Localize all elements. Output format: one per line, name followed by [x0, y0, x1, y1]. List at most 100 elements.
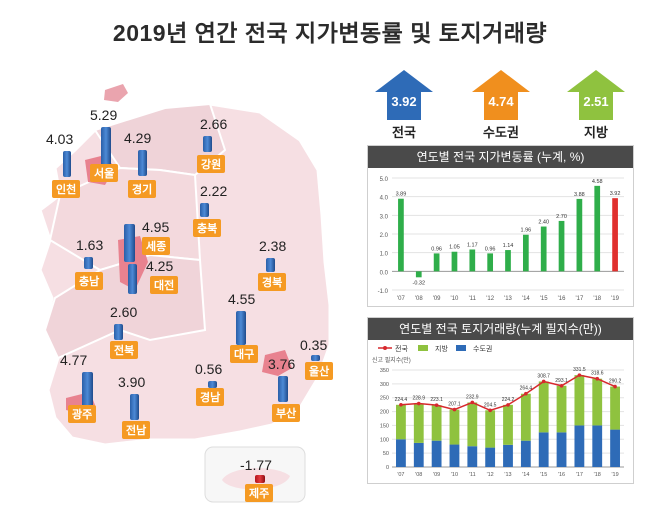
bar: [505, 250, 511, 272]
arrow-up-icon: [472, 70, 530, 120]
bar-ulsan: [311, 355, 320, 361]
chart-title: 연도별 전국 지가변동률 (누계, %): [368, 146, 633, 168]
bar-regional: [610, 386, 620, 430]
value-daejeon: 4.25: [146, 258, 174, 274]
label-gangwon: 강원: [197, 155, 226, 173]
value-gwangju: 4.77: [60, 352, 88, 368]
y-tick-label: 250: [380, 396, 389, 402]
data-label: 0.96: [485, 246, 496, 252]
label-seoul: 서울: [90, 164, 119, 182]
bar-gwangju: [82, 372, 93, 408]
data-label: 331.5: [573, 367, 586, 373]
value-gangwon: 2.66: [200, 116, 228, 132]
bar-gyeongnam: [208, 381, 217, 388]
bar-gyeongbuk: [266, 258, 275, 272]
bar: [487, 253, 494, 272]
bar-capital: [449, 444, 460, 467]
x-tick-label: '17: [575, 296, 583, 302]
bar-chungbuk: [200, 203, 209, 217]
chart-land-price: 5.0 4.0 3.0 2.0 1.0 0.0 -1.0 3.89 '07 -0.32 '08 0.9…: [378, 177, 624, 302]
bar: [398, 198, 404, 272]
bar-incheon: [63, 151, 71, 177]
value-jeju: -1.77: [240, 457, 272, 473]
data-label: 4.58: [592, 179, 603, 185]
bar: [451, 251, 458, 272]
data-label: 1.14: [503, 243, 514, 249]
data-label: 228.9: [413, 396, 426, 402]
point-national: [416, 401, 421, 406]
label-chungnam: 충남: [75, 272, 104, 290]
bar-capital: [431, 440, 442, 467]
point-national: [559, 383, 564, 388]
label-gyeongbuk: 경북: [258, 273, 287, 291]
label-jeju: 제주: [245, 484, 274, 502]
data-label: 223.1: [430, 397, 443, 403]
x-tick-label: '12: [486, 296, 494, 302]
value-jeonbuk: 2.60: [110, 304, 138, 320]
bar-capital: [538, 432, 549, 467]
x-tick-label: '07: [397, 472, 404, 478]
data-label: 293.1: [555, 378, 568, 384]
bar-capital: [413, 442, 424, 467]
label-busan: 부산: [272, 404, 301, 422]
value-jeonnam: 3.90: [118, 374, 146, 390]
summary-label: 지방: [584, 125, 608, 140]
y-tick-label: 300: [380, 382, 389, 388]
data-label: 2.40: [538, 220, 549, 226]
bar-busan: [278, 376, 288, 402]
bar-jeonbuk: [114, 324, 123, 340]
label-jeonnam: 전남: [122, 421, 151, 439]
point-national: [488, 408, 492, 413]
label-sejong: 세종: [142, 237, 171, 255]
x-tick-label: '09: [433, 472, 440, 478]
y-tick-label: 200: [380, 410, 389, 416]
label-incheon: 인천: [52, 180, 81, 198]
bar-regional: [413, 403, 424, 443]
bar: [612, 198, 618, 272]
x-tick-label: '14: [522, 296, 530, 302]
summary-label: 전국: [392, 125, 416, 140]
bar-gangwon: [203, 136, 212, 152]
y-tick-label: 1.0: [380, 252, 389, 258]
point-national: [399, 403, 403, 407]
y-tick-label: 0.0: [380, 270, 389, 276]
data-label: 1.17: [467, 242, 478, 248]
bar: [594, 185, 601, 272]
summary-value: 3.92: [391, 94, 417, 109]
data-label: 264.4: [520, 386, 533, 392]
y-tick-label: -1.0: [378, 289, 389, 295]
page-title: 2019년 연간 전국 지가변동률 및 토지거래량: [112, 20, 548, 46]
bar-regional: [556, 385, 567, 433]
bar-regional: [574, 375, 585, 426]
x-tick-label: '10: [451, 296, 459, 302]
value-incheon: 4.03: [46, 131, 74, 147]
value-chungbuk: 2.22: [200, 183, 228, 199]
bar: [415, 271, 422, 278]
legend-label: 전국: [395, 344, 408, 353]
bar: [469, 249, 476, 272]
summary-label: 수도권: [483, 125, 519, 140]
label-gyeongnam: 경남: [196, 388, 225, 406]
bar-daegu: [236, 311, 246, 345]
data-label: 318.6: [591, 371, 604, 377]
bar-regional: [538, 381, 549, 433]
x-tick-label: '08: [415, 472, 422, 478]
data-label: 204.5: [484, 402, 497, 408]
summary-value: 2.51: [583, 94, 609, 109]
bar-chungnam: [84, 257, 93, 269]
label-chungbuk: 충북: [193, 219, 222, 237]
bar-capital: [503, 444, 513, 467]
arrow-up-icon: [567, 70, 625, 120]
data-label: 2.70: [556, 214, 567, 220]
x-tick-label: '18: [593, 296, 601, 302]
bar: [433, 253, 440, 272]
bar: [576, 198, 583, 272]
y-tick-label: 50: [383, 451, 389, 457]
bar-jeonnam: [130, 394, 139, 420]
bar-capital: [592, 425, 603, 467]
bar-capital: [574, 425, 585, 467]
value-chungnam: 1.63: [76, 237, 104, 253]
bar-regional: [396, 404, 406, 440]
chart-transaction-panel: 연도별 전국 토지거래량(누계 필지수(만)) 전국 지방 수도권 신고 필지수(만)…: [367, 317, 634, 484]
chart-title: 연도별 전국 토지거래량(누계 필지수(만)): [368, 318, 633, 340]
